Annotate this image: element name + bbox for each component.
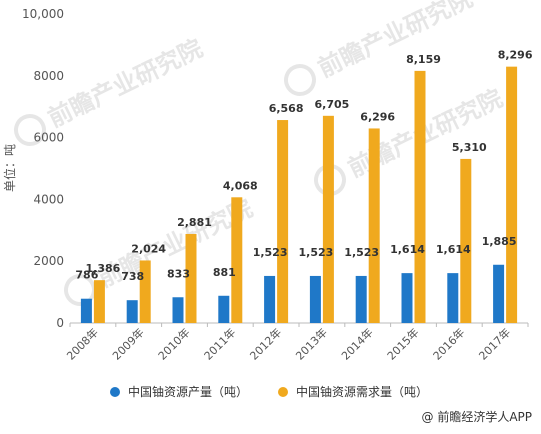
data-label-production: 1,614 bbox=[436, 243, 471, 256]
bar-production bbox=[493, 264, 505, 323]
data-label-production: 738 bbox=[121, 270, 144, 283]
bar-demand bbox=[139, 260, 151, 323]
data-label-production: 833 bbox=[167, 267, 190, 280]
data-label-demand: 4,068 bbox=[223, 179, 258, 192]
legend-label-production: 中国铀资源产量（吨） bbox=[128, 384, 248, 399]
bar-production bbox=[80, 298, 92, 323]
data-label-production: 881 bbox=[213, 266, 236, 279]
data-label-production: 1,523 bbox=[253, 246, 288, 259]
x-tick-label: 2009年 bbox=[109, 325, 146, 362]
bar-demand bbox=[368, 128, 380, 323]
watermark-text: 前瞻产业研究院 bbox=[44, 34, 207, 133]
y-tick-label: 8000 bbox=[33, 69, 64, 83]
y-tick-label: 6000 bbox=[33, 131, 64, 145]
x-tick-label: 2015年 bbox=[384, 325, 421, 362]
bar-demand bbox=[414, 70, 426, 323]
data-label-production: 1,885 bbox=[482, 235, 517, 248]
bar-production bbox=[447, 273, 459, 323]
legend-swatch-demand bbox=[278, 387, 288, 397]
data-label-demand: 2,881 bbox=[177, 216, 212, 229]
bar-production bbox=[309, 275, 321, 323]
data-label-demand: 6,296 bbox=[360, 110, 395, 123]
watermark-top: 前瞻产业研究院 bbox=[284, 0, 477, 96]
bar-production bbox=[355, 275, 367, 323]
legend: 中国铀资源产量（吨） 中国铀资源需求量（吨） bbox=[110, 384, 428, 399]
y-tick-label: 10,000 bbox=[22, 7, 64, 21]
watermark-logo-icon bbox=[13, 114, 46, 146]
y-axis-ticks: 0 2000 4000 6000 8000 10,000 bbox=[22, 7, 64, 330]
x-tick-label: 2010年 bbox=[155, 325, 192, 362]
x-axis-ticks: 2008年 2009年 2010年 2011年 2012年 2013年 2014年 2015年… bbox=[64, 323, 529, 363]
bar-production bbox=[172, 297, 184, 323]
legend-swatch-production bbox=[110, 387, 120, 397]
source-credit: @ 前瞻经济学人APP bbox=[422, 409, 533, 424]
data-label-demand: 2,024 bbox=[131, 242, 166, 255]
bar-production bbox=[264, 275, 276, 323]
bar-demand bbox=[277, 120, 289, 323]
bar-production bbox=[401, 273, 413, 323]
bars-group bbox=[80, 66, 518, 324]
data-label-demand: 6,568 bbox=[269, 102, 304, 115]
bar-demand bbox=[322, 115, 334, 324]
watermark-text: 前瞻产业研究院 bbox=[314, 0, 477, 83]
data-label-demand: 6,705 bbox=[315, 98, 350, 111]
data-label-production: 1,614 bbox=[390, 243, 425, 256]
bar-production bbox=[126, 300, 138, 323]
data-label-demand: 1,386 bbox=[86, 262, 121, 275]
bar-demand bbox=[185, 233, 197, 323]
watermark-logo-icon bbox=[284, 64, 316, 96]
bar-production bbox=[218, 295, 230, 323]
data-label-production: 786 bbox=[75, 269, 98, 282]
data-label-demand: 8,159 bbox=[406, 53, 441, 66]
x-tick-label: 2013年 bbox=[293, 325, 330, 362]
x-tick-label: 2014年 bbox=[338, 325, 375, 362]
data-label-production: 1,523 bbox=[344, 246, 379, 259]
bar-demand bbox=[231, 197, 243, 323]
x-tick-label: 2017年 bbox=[476, 325, 513, 362]
y-tick-label: 4000 bbox=[33, 192, 64, 206]
bar-demand bbox=[93, 280, 105, 323]
bar-demand bbox=[506, 66, 518, 324]
y-axis-label: 单位：吨 bbox=[2, 144, 17, 192]
bar-demand bbox=[460, 158, 472, 323]
data-label-demand: 5,310 bbox=[452, 141, 487, 154]
x-tick-label: 2012年 bbox=[247, 325, 284, 362]
y-tick-label: 2000 bbox=[33, 254, 64, 268]
data-label-demand: 8,296 bbox=[498, 49, 533, 62]
x-tick-label: 2016年 bbox=[430, 325, 467, 362]
legend-label-demand: 中国铀资源需求量（吨） bbox=[296, 384, 428, 399]
y-tick-label: 0 bbox=[56, 316, 64, 330]
x-tick-label: 2011年 bbox=[201, 325, 238, 362]
data-label-production: 1,523 bbox=[299, 246, 334, 259]
x-tick-label: 2008年 bbox=[64, 325, 101, 362]
